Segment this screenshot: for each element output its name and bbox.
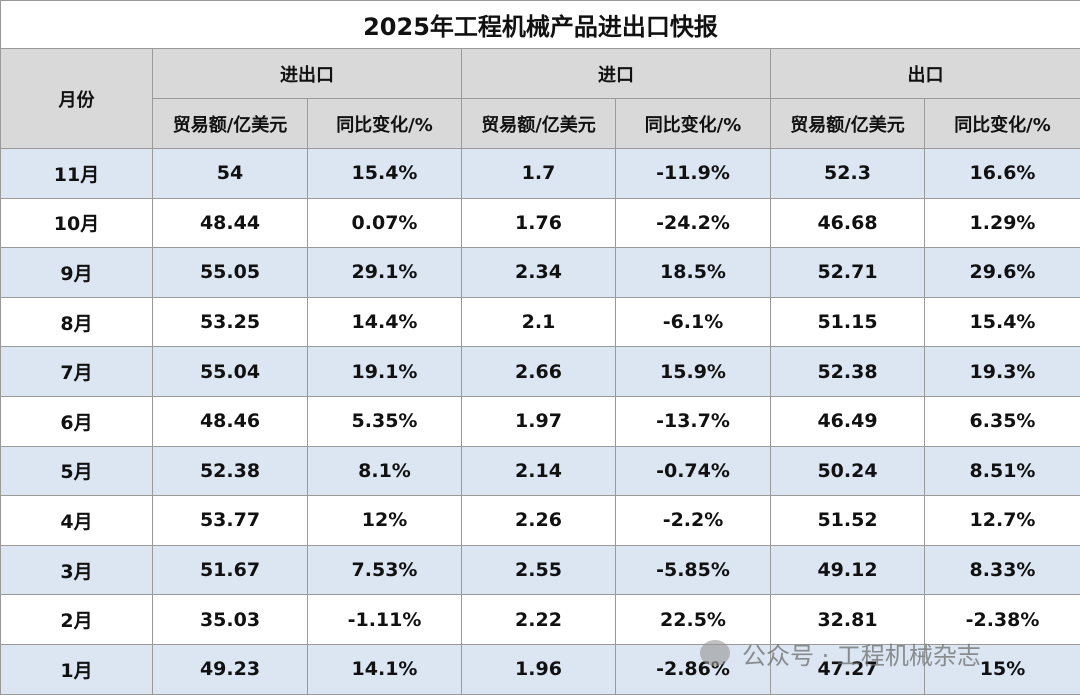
value-cell: 49.12: [771, 545, 925, 595]
month-cell: 6月: [1, 396, 153, 446]
sub-header: 同比变化/%: [925, 99, 1080, 149]
month-cell: 4月: [1, 496, 153, 546]
value-cell: -24.2%: [616, 198, 771, 248]
group-header: 进口: [462, 49, 771, 99]
value-cell: 46.49: [771, 396, 925, 446]
watermark: 公众号 · 工程机械杂志: [742, 636, 981, 671]
value-cell: 29.1%: [308, 248, 462, 298]
month-cell: 9月: [1, 248, 153, 298]
value-cell: 48.44: [153, 198, 308, 248]
group-header: 进出口: [153, 49, 462, 99]
month-cell: 8月: [1, 297, 153, 347]
value-cell: 12.7%: [925, 496, 1080, 546]
value-cell: 51.15: [771, 297, 925, 347]
value-cell: 54: [153, 149, 308, 199]
group-header: 出口: [771, 49, 1080, 99]
sub-header: 贸易额/亿美元: [462, 99, 616, 149]
value-cell: 1.29%: [925, 198, 1080, 248]
month-cell: 2月: [1, 595, 153, 645]
value-cell: 53.77: [153, 496, 308, 546]
value-cell: 50.24: [771, 446, 925, 496]
value-cell: 52.3: [771, 149, 925, 199]
value-cell: 8.33%: [925, 545, 1080, 595]
value-cell: 15.9%: [616, 347, 771, 397]
value-cell: -0.74%: [616, 446, 771, 496]
value-cell: 15.4%: [925, 297, 1080, 347]
value-cell: 2.22: [462, 595, 616, 645]
value-cell: 46.68: [771, 198, 925, 248]
value-cell: -1.11%: [308, 595, 462, 645]
value-cell: 52.38: [153, 446, 308, 496]
value-cell: -13.7%: [616, 396, 771, 446]
month-cell: 7月: [1, 347, 153, 397]
watermark-icon: [700, 640, 730, 666]
value-cell: 35.03: [153, 595, 308, 645]
value-cell: 19.1%: [308, 347, 462, 397]
sub-header: 贸易额/亿美元: [153, 99, 308, 149]
month-header: 月份: [1, 49, 153, 149]
value-cell: 55.05: [153, 248, 308, 298]
value-cell: 2.34: [462, 248, 616, 298]
value-cell: 16.6%: [925, 149, 1080, 199]
value-cell: 51.67: [153, 545, 308, 595]
value-cell: 48.46: [153, 396, 308, 446]
value-cell: -11.9%: [616, 149, 771, 199]
value-cell: 1.7: [462, 149, 616, 199]
value-cell: 6.35%: [925, 396, 1080, 446]
value-cell: 29.6%: [925, 248, 1080, 298]
month-cell: 3月: [1, 545, 153, 595]
value-cell: -2.2%: [616, 496, 771, 546]
value-cell: -5.85%: [616, 545, 771, 595]
value-cell: 51.52: [771, 496, 925, 546]
month-cell: 10月: [1, 198, 153, 248]
table-title: 2025年工程机械产品进出口快报: [1, 1, 1080, 49]
value-cell: 12%: [308, 496, 462, 546]
value-cell: 0.07%: [308, 198, 462, 248]
value-cell: 8.1%: [308, 446, 462, 496]
month-cell: 1月: [1, 644, 153, 694]
value-cell: 1.97: [462, 396, 616, 446]
value-cell: 5.35%: [308, 396, 462, 446]
sub-header: 贸易额/亿美元: [771, 99, 925, 149]
month-cell: 5月: [1, 446, 153, 496]
value-cell: 8.51%: [925, 446, 1080, 496]
value-cell: 2.26: [462, 496, 616, 546]
value-cell: 1.96: [462, 644, 616, 694]
value-cell: 1.76: [462, 198, 616, 248]
value-cell: 2.14: [462, 446, 616, 496]
value-cell: 52.71: [771, 248, 925, 298]
value-cell: -6.1%: [616, 297, 771, 347]
value-cell: 55.04: [153, 347, 308, 397]
value-cell: 15.4%: [308, 149, 462, 199]
value-cell: 2.55: [462, 545, 616, 595]
sub-header: 同比变化/%: [616, 99, 771, 149]
sub-header: 同比变化/%: [308, 99, 462, 149]
value-cell: 14.4%: [308, 297, 462, 347]
value-cell: 2.1: [462, 297, 616, 347]
value-cell: 49.23: [153, 644, 308, 694]
value-cell: 14.1%: [308, 644, 462, 694]
value-cell: 7.53%: [308, 545, 462, 595]
value-cell: 19.3%: [925, 347, 1080, 397]
value-cell: 52.38: [771, 347, 925, 397]
value-cell: 18.5%: [616, 248, 771, 298]
value-cell: 2.66: [462, 347, 616, 397]
month-cell: 11月: [1, 149, 153, 199]
value-cell: 53.25: [153, 297, 308, 347]
